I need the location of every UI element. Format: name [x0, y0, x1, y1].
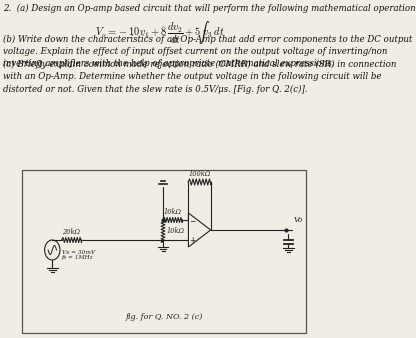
Text: $V_o = -10v_1 + 8\,\dfrac{dv_2}{dt} + 5\!\int\! v_3\,dt$: $V_o = -10v_1 + 8\,\dfrac{dv_2}{dt} + 5\…	[95, 19, 225, 46]
Text: (c) Briefly explain common mode rejection ratio (CMRR) and slew rate (SR) in con: (c) Briefly explain common mode rejectio…	[3, 60, 396, 94]
Text: $+$: $+$	[189, 235, 197, 245]
Text: $-$: $-$	[189, 216, 197, 224]
Text: 100kΩ: 100kΩ	[188, 170, 210, 178]
Text: Vs = 30mV: Vs = 30mV	[62, 249, 95, 255]
Text: fig. for Q. NO. 2 (c): fig. for Q. NO. 2 (c)	[125, 313, 203, 321]
Text: 2.  (a) Design an Op-amp based circuit that will perform the following mathemati: 2. (a) Design an Op-amp based circuit th…	[3, 4, 416, 13]
Text: 20kΩ: 20kΩ	[62, 228, 81, 237]
Text: 10kΩ: 10kΩ	[166, 227, 184, 235]
Bar	[22, 170, 306, 333]
Text: 10kΩ: 10kΩ	[163, 209, 182, 217]
Text: fs = 1MHz: fs = 1MHz	[62, 256, 93, 261]
Text: (b) Write down the characteristics of an Op-Amp that add error components to the: (b) Write down the characteristics of an…	[3, 35, 412, 68]
Text: Vo: Vo	[294, 216, 303, 224]
